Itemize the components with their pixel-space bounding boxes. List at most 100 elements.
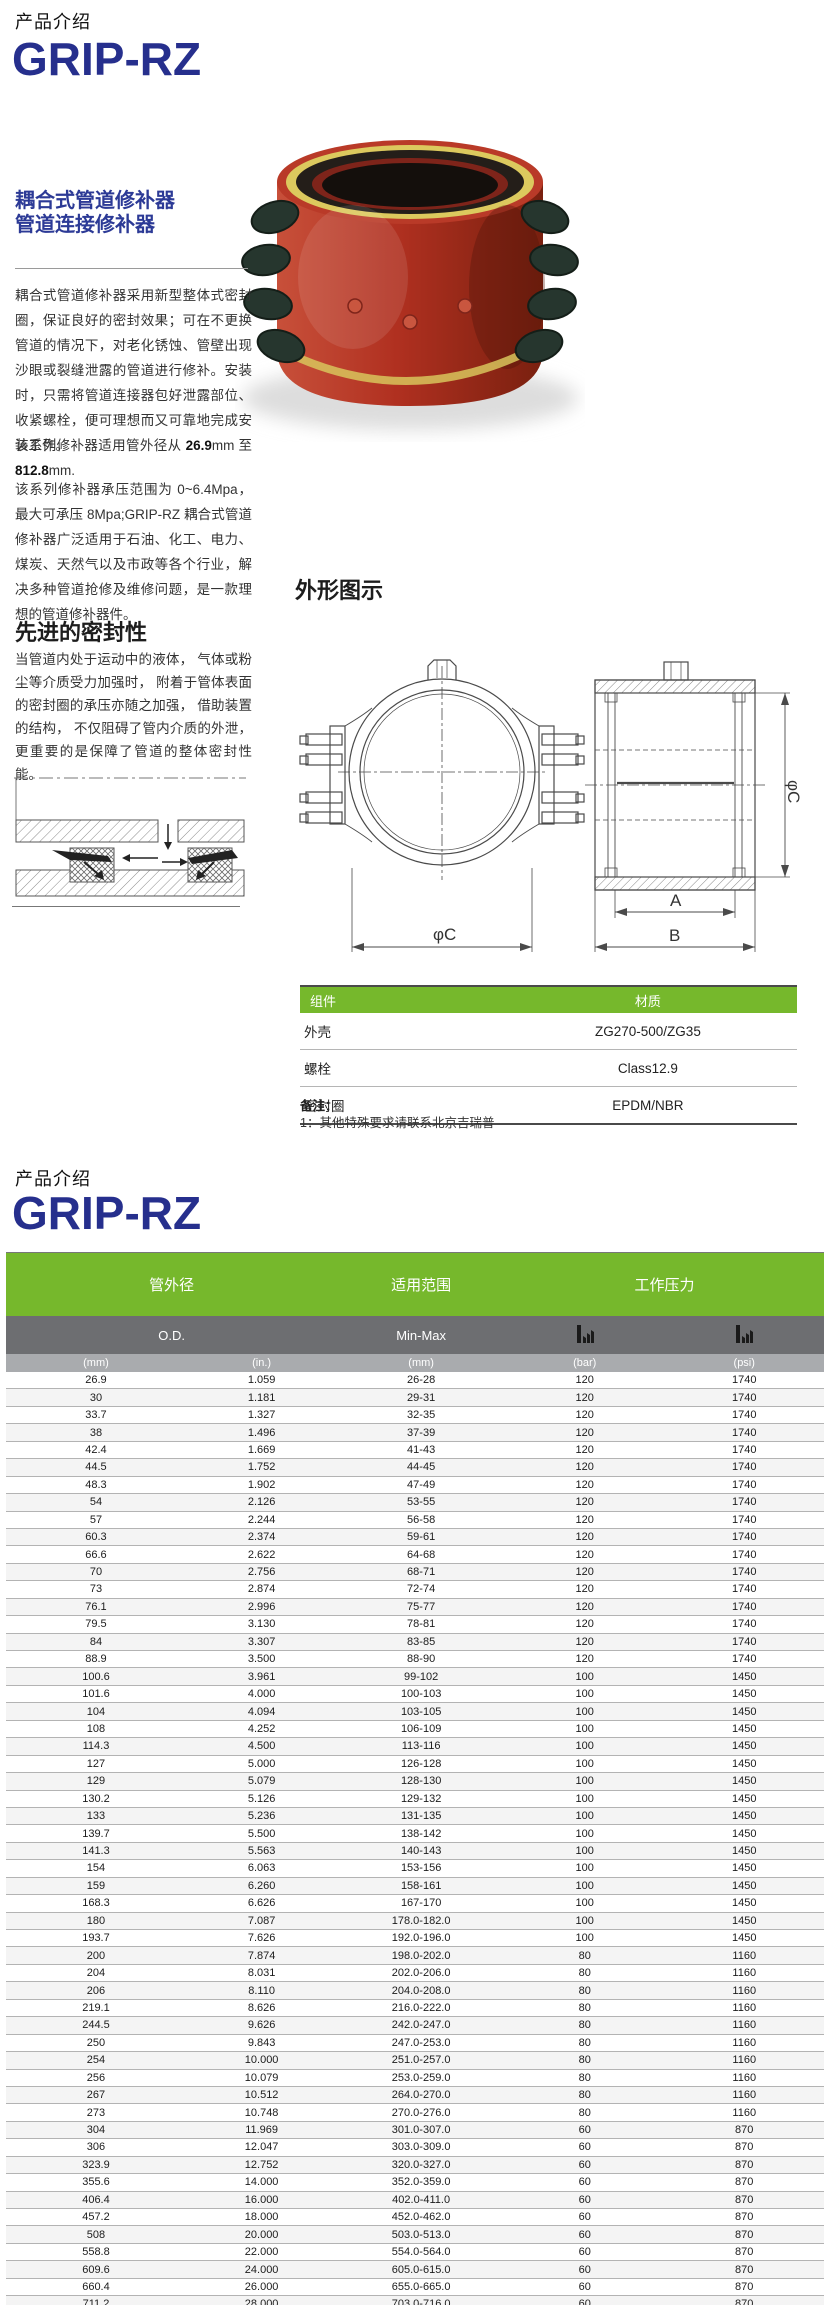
od-mm: 141.3 [6, 1842, 186, 1861]
od-mm: 57 [6, 1511, 186, 1529]
range-mm: 88-90 [337, 1650, 505, 1669]
pressure-bar: 120 [504, 1388, 665, 1407]
od-in: 7.874 [185, 1946, 338, 1965]
pressure-psi: 1450 [664, 1894, 824, 1913]
range-mm: 106-109 [337, 1720, 505, 1739]
table-row: 104 4.094 103-105 100 1450 [6, 1702, 824, 1721]
range-mm: 352.0-359.0 [337, 2173, 505, 2192]
range-mm: 53-55 [337, 1493, 505, 1512]
range-mm: 655.0-665.0 [337, 2278, 505, 2297]
pressure-psi: 1450 [664, 1877, 824, 1896]
range-mm: 41-43 [337, 1441, 505, 1460]
table-row: 139.7 5.500 138-142 100 1450 [6, 1824, 824, 1843]
od-in: 22.000 [185, 2243, 338, 2262]
pressure-bar: 100 [504, 1702, 665, 1721]
table-row: 129 5.079 128-130 100 1450 [6, 1772, 824, 1791]
od-mm: 711.2 [6, 2295, 186, 2305]
od-in: 2.374 [185, 1528, 338, 1547]
od-in: 6.063 [185, 1859, 338, 1878]
pressure-bar: 100 [504, 1807, 665, 1826]
od-in: 12.047 [185, 2138, 338, 2157]
od-mm: 193.7 [6, 1929, 186, 1948]
pressure-bar: 120 [504, 1511, 665, 1529]
range-mm: 167-170 [337, 1894, 505, 1913]
range-mm: 204.0-208.0 [337, 1981, 505, 2000]
pressure-psi: 1740 [664, 1580, 824, 1599]
pressure-bar: 120 [504, 1458, 665, 1477]
pressure-bar: 120 [504, 1406, 665, 1425]
pressure-psi: 1450 [664, 1842, 824, 1861]
od-in: 5.563 [185, 1842, 338, 1861]
pressure-bar: 80 [504, 2016, 665, 2035]
range-mm: 703.0-716.0 [337, 2295, 505, 2305]
pressure-paragraph: 该系列修补器承压范围为 0~6.4Mpa， 最大可承压 8Mpa;GRIP-RZ… [15, 482, 252, 622]
od-mm: 60.3 [6, 1528, 186, 1547]
range-mm: 131-135 [337, 1807, 505, 1826]
pressure-gauge-icon [576, 1324, 594, 1343]
od-in: 5.500 [185, 1824, 338, 1843]
od-in: 16.000 [185, 2191, 338, 2210]
table-row: 180 7.087 178.0-182.0 100 1450 [6, 1912, 824, 1931]
range-mm: 192.0-196.0 [337, 1929, 505, 1948]
bolt-flange-left [299, 707, 373, 843]
table-row: 螺栓 Class12.9 [300, 1049, 797, 1087]
range-mm: 554.0-564.0 [337, 2243, 505, 2262]
table-row: 154 6.063 153-156 100 1450 [6, 1859, 824, 1878]
note-item: 1：其他特殊要求请联系北京吉瑞普 [300, 1116, 495, 1130]
table-row: 457.2 18.000 452.0-462.0 60 870 [6, 2208, 824, 2227]
pressure-bar: 60 [504, 2225, 665, 2244]
pressure-bar: 60 [504, 2138, 665, 2157]
table-row: 100.6 3.961 99-102 100 1450 [6, 1667, 824, 1686]
pressure-psi: 1160 [664, 2034, 824, 2053]
range-mm: 138-142 [337, 1824, 505, 1843]
od-mm: 66.6 [6, 1545, 186, 1564]
od-in: 4.252 [185, 1720, 338, 1739]
pressure-bar: 120 [504, 1633, 665, 1652]
pressure-bar: 80 [504, 2086, 665, 2105]
od-in: 1.181 [185, 1388, 338, 1407]
range-mm: 140-143 [337, 1842, 505, 1861]
header-od-label: O.D. [6, 1316, 338, 1354]
materials-header-material: 材质 [498, 986, 797, 1013]
od-in: 24.000 [185, 2260, 338, 2279]
dim-label-front: φC [433, 925, 456, 944]
od-in: 9.626 [185, 2016, 338, 2035]
od-mm: 306 [6, 2138, 186, 2157]
od-mm: 206 [6, 1981, 186, 2000]
pressure-psi: 1740 [664, 1458, 824, 1477]
range-mm: 75-77 [337, 1598, 505, 1617]
od-mm: 244.5 [6, 2016, 186, 2035]
od-in: 10.000 [185, 2051, 338, 2070]
pressure-psi: 1160 [664, 2086, 824, 2105]
od-in: 3.130 [185, 1615, 338, 1634]
od-mm: 104 [6, 1702, 186, 1721]
od-in: 3.961 [185, 1667, 338, 1686]
material-value: Class12.9 [498, 1049, 797, 1087]
pipe-opening [322, 163, 498, 207]
header-minmax-label: Min-Max [337, 1316, 505, 1354]
pressure-psi: 1740 [664, 1633, 824, 1652]
od-range-mid: mm 至 [211, 438, 252, 453]
od-in: 3.307 [185, 1633, 338, 1652]
od-in: 10.512 [185, 2086, 338, 2105]
brand-title: GRIP-RZ [12, 1187, 202, 1239]
od-in: 8.626 [185, 1999, 338, 2018]
range-mm: 128-130 [337, 1772, 505, 1791]
od-in: 20.000 [185, 2225, 338, 2244]
od-mm: 44.5 [6, 1458, 186, 1477]
bolt-flange-right [511, 707, 585, 843]
od-in: 11.969 [185, 2121, 338, 2140]
range-mm: 253.0-259.0 [337, 2069, 505, 2087]
range-mm: 320.0-327.0 [337, 2156, 505, 2175]
range-mm: 198.0-202.0 [337, 1946, 505, 1965]
od-mm: 133 [6, 1807, 186, 1826]
range-mm: 37-39 [337, 1423, 505, 1442]
od-in: 1.752 [185, 1458, 338, 1477]
od-in: 1.327 [185, 1406, 338, 1425]
component-name: 密封圈 [300, 1086, 499, 1125]
od-mm: 127 [6, 1755, 186, 1774]
pressure-bar: 80 [504, 2034, 665, 2053]
od-mm: 457.2 [6, 2208, 186, 2227]
pressure-psi: 1450 [664, 1737, 824, 1756]
pressure-psi: 1450 [664, 1790, 824, 1808]
